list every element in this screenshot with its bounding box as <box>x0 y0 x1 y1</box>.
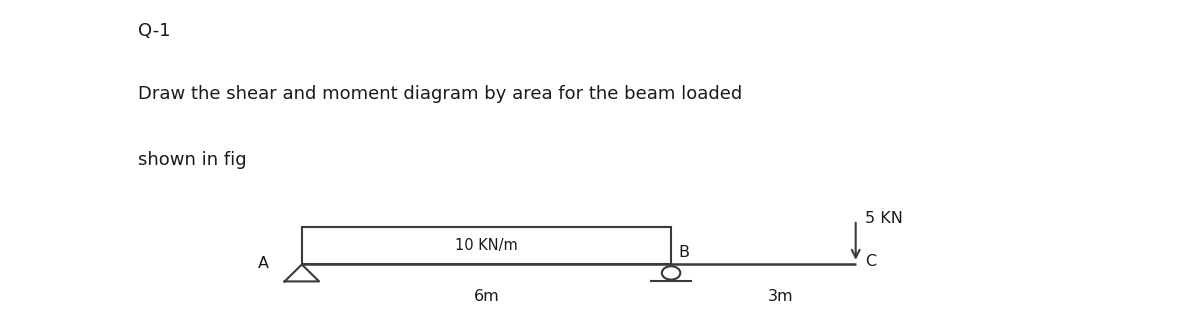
Text: 6m: 6m <box>474 289 499 304</box>
Text: C: C <box>865 254 876 269</box>
Text: 3m: 3m <box>768 289 793 304</box>
Text: A: A <box>258 256 269 271</box>
Circle shape <box>662 266 680 280</box>
Text: Draw the shear and moment diagram by area for the beam loaded: Draw the shear and moment diagram by are… <box>138 85 743 103</box>
Text: Q-1: Q-1 <box>138 22 170 40</box>
Bar <box>302 227 671 264</box>
Text: shown in fig: shown in fig <box>138 151 247 169</box>
Text: 10 KN/m: 10 KN/m <box>455 238 518 253</box>
Text: 5 KN: 5 KN <box>865 211 902 226</box>
Text: B: B <box>678 245 690 260</box>
